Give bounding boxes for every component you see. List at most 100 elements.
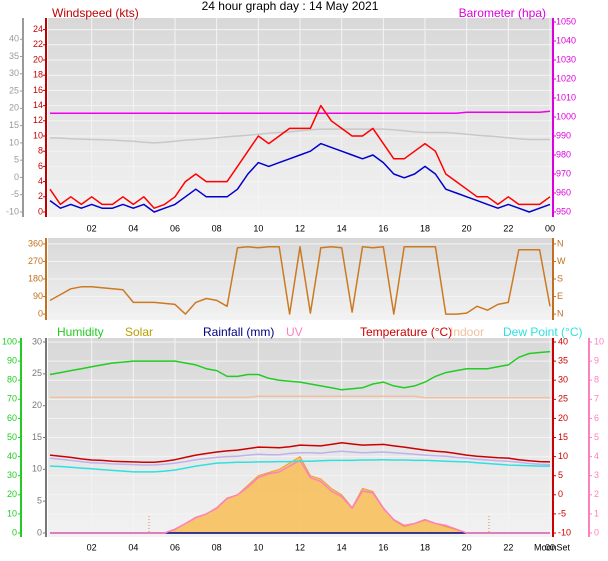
y2-tick-label: 950: [556, 206, 571, 216]
annotation: MoonSet: [534, 542, 571, 552]
y2-tick-label: -10: [558, 527, 571, 537]
y2-tick-label: 10: [558, 451, 568, 461]
y-axis-label: Windspeed (kts): [52, 6, 139, 20]
y3-tick-label: 40: [9, 34, 19, 44]
y4-tick-label: 5: [594, 432, 599, 442]
y-tick-label: 100: [2, 336, 17, 346]
x-tick-label: 10: [253, 223, 263, 233]
y2-tick-label: 1050: [556, 16, 576, 26]
y4-tick-label: 10: [594, 336, 604, 346]
y3-tick-label: 5: [37, 496, 42, 506]
y-tick-label: 180: [28, 273, 43, 283]
y-tick-label: 90: [7, 355, 17, 365]
line: [49, 128, 550, 144]
y2-tick-label: 40: [558, 336, 568, 346]
y4-tick-label: 1: [594, 508, 599, 518]
y2-tick-label: 1000: [556, 111, 576, 121]
x-tick-label: 04: [128, 542, 138, 552]
y2-tick-label: 970: [556, 168, 571, 178]
y3-tick-label: 25: [9, 85, 19, 95]
y-tick-label: 10: [7, 508, 17, 518]
y-tick-label: 360: [28, 238, 43, 248]
y-tick-label: 16: [33, 85, 43, 95]
y2-tick-label: 960: [556, 187, 571, 197]
y3-tick-label: 0: [37, 527, 42, 537]
y4-tick-label: 2: [594, 489, 599, 499]
x-tick-label: 08: [212, 542, 222, 552]
y2-tick-label: 980: [556, 149, 571, 159]
x-tick-label: 00: [545, 223, 555, 233]
y2-tick-label: E: [557, 291, 563, 301]
y-tick-label: 24: [33, 24, 43, 34]
y2-tick-label: 20: [558, 413, 568, 423]
x-tick-label: 16: [378, 223, 388, 233]
line: [49, 246, 551, 315]
y3-tick-label: 0: [14, 172, 19, 182]
y3-tick-label: 35: [9, 51, 19, 61]
y-tick-label: 70: [7, 394, 17, 404]
y2-tick-label: -5: [558, 508, 566, 518]
x-tick-label: 02: [87, 223, 97, 233]
line: [49, 450, 551, 466]
y2-tick-label: 30: [558, 375, 568, 385]
y3-tick-label: 25: [32, 368, 42, 378]
y-tick-label: 14: [33, 100, 43, 110]
line: [50, 395, 550, 399]
y4-tick-label: 8: [594, 375, 599, 385]
y4-tick-label: 0: [594, 527, 599, 537]
x-tick-label: 08: [212, 223, 222, 233]
x-tick-label: 06: [170, 223, 180, 233]
y3-tick-label: 15: [9, 120, 19, 130]
y4-tick-label: 4: [594, 451, 599, 461]
x-tick-label: 18: [420, 223, 430, 233]
y-tick-label: 20: [33, 54, 43, 64]
legend-entry: Rainfall (mm): [203, 325, 274, 339]
chart-title: 24 hour graph day : 14 May 2021: [202, 0, 379, 13]
line: [50, 110, 551, 114]
y-tick-label: 0: [38, 308, 43, 318]
y2-tick-label: 25: [558, 394, 568, 404]
y2-tick-label: 0: [558, 489, 563, 499]
y-tick-label: 30: [7, 470, 17, 480]
y3-tick-label: 20: [32, 400, 42, 410]
y2-tick-label: N: [557, 308, 564, 318]
y-tick-label: 0: [12, 527, 17, 537]
y4-tick-label: 9: [594, 355, 599, 365]
x-tick-label: 10: [253, 542, 263, 552]
y3-tick-label: 10: [9, 137, 19, 147]
y-tick-label: 50: [7, 432, 17, 442]
x-tick-label: 02: [87, 542, 97, 552]
y-tick-label: 22: [33, 39, 43, 49]
y2-axis-label: Barometer (hpa): [459, 6, 546, 20]
y-tick-label: 80: [7, 375, 17, 385]
y-tick-label: 270: [28, 256, 43, 266]
line: [49, 104, 551, 209]
x-tick-label: 20: [462, 542, 472, 552]
y3-tick-label: -5: [11, 189, 19, 199]
y2-tick-label: N: [557, 238, 564, 248]
line: [49, 442, 551, 464]
legend-entry: Dew Point (°C): [503, 325, 582, 339]
x-tick-label: 12: [295, 542, 305, 552]
y2-tick-label: 1040: [556, 35, 576, 45]
x-tick-label: 22: [503, 223, 513, 233]
x-tick-label: 22: [503, 542, 513, 552]
legend-entry: Solar: [125, 325, 153, 339]
y3-tick-label: 15: [32, 432, 42, 442]
line: [50, 459, 550, 534]
y-tick-label: 12: [33, 115, 43, 125]
y-tick-label: 6: [38, 161, 43, 171]
y2-tick-label: 1010: [556, 92, 576, 102]
y4-tick-label: 6: [594, 413, 599, 423]
y3-tick-label: 20: [9, 103, 19, 113]
y-tick-label: 10: [33, 130, 43, 140]
y3-tick-label: 30: [32, 336, 42, 346]
y3-tick-label: -10: [6, 206, 19, 216]
legend-entry: Temperature (°C): [360, 325, 452, 339]
y2-tick-label: 990: [556, 130, 571, 140]
y-tick-label: 60: [7, 413, 17, 423]
x-tick-label: 00: [545, 542, 555, 552]
y3-tick-label: 30: [9, 68, 19, 78]
y2-tick-label: S: [557, 273, 563, 283]
